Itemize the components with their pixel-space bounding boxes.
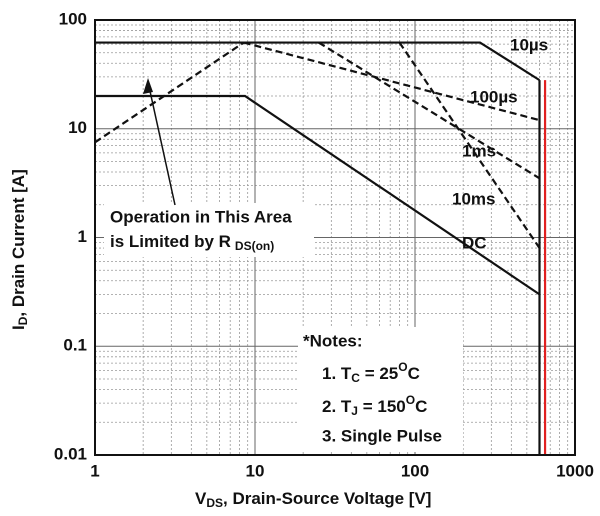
note: 3. Single Pulse	[322, 426, 442, 445]
annotation-sub: DS(on)	[235, 239, 274, 253]
note: = 25	[360, 364, 398, 383]
lines	[94, 41, 547, 455]
x-tick-label: 1000	[556, 461, 594, 480]
x-axis-label: , Drain-Source Voltage [V]	[223, 489, 431, 508]
series-line	[95, 41, 541, 82]
notes-title: *Notes:	[303, 331, 363, 350]
note: C	[415, 397, 427, 416]
annotation-text: is Limited by R	[110, 232, 231, 251]
y-tick-label: 10	[68, 118, 87, 137]
note: C	[351, 371, 360, 385]
y-axis-label: ID, Drain Current [A]	[9, 169, 30, 330]
series-label: 1ms	[462, 141, 496, 160]
series-line	[398, 41, 541, 249]
y-tick-label: 100	[59, 9, 87, 28]
notes-box	[298, 327, 463, 452]
note: O	[398, 360, 407, 374]
note: 2. T	[322, 397, 352, 416]
annotation-box	[104, 203, 314, 257]
y-tick-label: 1	[78, 227, 87, 246]
note: C	[408, 364, 420, 383]
annotation-arrow	[147, 81, 176, 206]
x-tick-label: 100	[401, 461, 429, 480]
note: 1. TC = 25OC	[322, 360, 420, 385]
y-axis-label: D	[16, 316, 30, 325]
series-label: 10µs	[510, 35, 548, 54]
x-axis-label: DS	[206, 496, 223, 510]
series-line	[94, 41, 245, 144]
annotation-text: is Limited by R DS(on)	[110, 232, 274, 253]
series-label: 100µs	[470, 87, 518, 106]
note: 1. T	[322, 364, 352, 383]
arrowhead	[143, 78, 153, 94]
series-label: DC	[462, 233, 487, 252]
plot-frame	[94, 19, 576, 456]
series-line	[318, 41, 541, 180]
note: 2. TJ = 150OC	[322, 393, 427, 418]
y-axis-label: , Drain Current [A]	[9, 169, 28, 316]
x-tick-label: 1	[90, 461, 99, 480]
series-line	[95, 94, 541, 296]
y-tick-label: 0.01	[54, 444, 87, 463]
note: = 150	[358, 397, 406, 416]
y-tick-label: 0.1	[63, 336, 87, 355]
x-tick-label: 10	[246, 461, 265, 480]
x-axis-label: V	[195, 489, 207, 508]
annotation-text: Operation in This Area	[110, 207, 292, 226]
x-axis-label: VDS, Drain-Source Voltage [V]	[195, 489, 431, 510]
series-line	[243, 41, 540, 122]
y-axis-label: I	[9, 325, 28, 330]
note: O	[406, 393, 415, 407]
note: J	[351, 404, 358, 418]
series-label: 10ms	[452, 189, 495, 208]
